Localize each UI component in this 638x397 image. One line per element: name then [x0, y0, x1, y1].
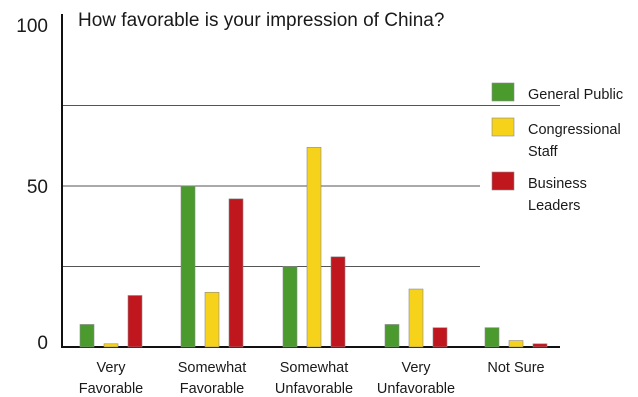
- bar: [330, 256, 346, 348]
- x-tick-label: Favorable: [180, 381, 244, 397]
- bar: [228, 198, 244, 348]
- x-tick-label: Very: [401, 360, 431, 376]
- x-tick-label: Unfavorable: [275, 381, 353, 397]
- y-axis-ticks: 0 50 100: [16, 16, 48, 354]
- x-tick-label: Somewhat: [178, 360, 247, 376]
- bar: [384, 324, 400, 348]
- x-tick-label: Not Sure: [487, 360, 544, 376]
- legend: General Public Congressional Staff Business…: [491, 82, 623, 214]
- x-tick-label: Somewhat: [280, 360, 349, 376]
- bar: [282, 266, 298, 348]
- x-tick-label: Unfavorable: [377, 381, 455, 397]
- y-tick-label: 50: [27, 177, 48, 198]
- bar: [103, 343, 119, 348]
- legend-swatch: [491, 171, 515, 191]
- bar: [432, 327, 448, 348]
- gridlines: [62, 105, 560, 267]
- category-labels: Very Favorable Somewhat Favorable Somewhat Un…: [79, 360, 545, 397]
- bar: [204, 291, 220, 348]
- bar: [484, 327, 500, 348]
- bar: [79, 324, 95, 348]
- y-tick-label: 100: [16, 16, 48, 37]
- bar: [127, 295, 143, 348]
- legend-label: Leaders: [528, 198, 580, 214]
- x-tick-label: Favorable: [79, 381, 143, 397]
- bar: [306, 147, 322, 348]
- legend-label: Business: [528, 176, 587, 192]
- legend-swatch: [491, 82, 515, 102]
- bar: [180, 185, 196, 348]
- x-tick-label: Very: [96, 360, 126, 376]
- legend-label: Staff: [528, 144, 559, 160]
- chart-title: How favorable is your impression of Chin…: [78, 10, 444, 31]
- legend-label: General Public: [528, 87, 623, 103]
- legend-label: Congressional: [528, 122, 621, 138]
- bar: [408, 288, 424, 348]
- bar: [532, 343, 548, 348]
- bars: [79, 147, 548, 348]
- legend-swatch: [491, 117, 515, 137]
- bar: [508, 340, 524, 348]
- y-tick-label: 0: [37, 333, 48, 354]
